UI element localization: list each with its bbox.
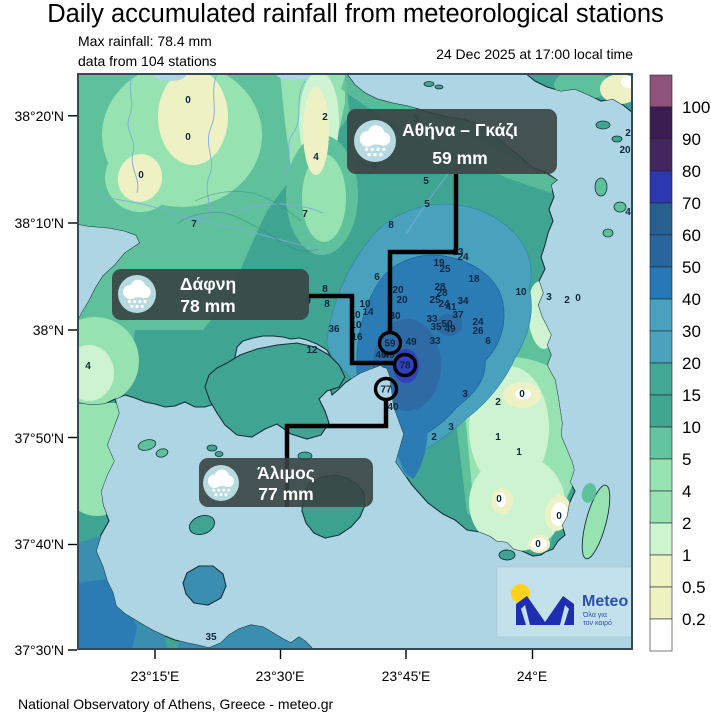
svg-text:1: 1 [516,447,522,458]
svg-text:70: 70 [682,194,701,213]
svg-text:7: 7 [191,219,197,230]
svg-text:Άλιμος: Άλιμος [257,463,315,483]
svg-text:0: 0 [519,389,525,400]
svg-text:25: 25 [429,295,441,306]
svg-text:26: 26 [472,326,484,337]
svg-text:4: 4 [625,207,631,218]
svg-text:15: 15 [682,386,701,405]
svg-text:4: 4 [313,152,319,163]
svg-text:46: 46 [375,350,387,361]
svg-text:5: 5 [424,199,430,210]
svg-text:33: 33 [429,336,441,347]
svg-text:Όλα για: Όλα για [582,612,607,619]
svg-text:34: 34 [457,296,469,307]
svg-text:0: 0 [185,95,191,106]
svg-text:0: 0 [185,132,191,143]
svg-text:2: 2 [625,128,631,139]
svg-text:33: 33 [426,314,438,325]
svg-text:20: 20 [682,354,701,373]
svg-text:77: 77 [380,385,392,396]
svg-text:10: 10 [682,418,701,437]
svg-text:0.5: 0.5 [682,578,706,597]
svg-text:37: 37 [452,310,464,321]
svg-text:3: 3 [448,422,454,433]
svg-text:7: 7 [302,209,308,220]
svg-text:8: 8 [324,299,330,310]
svg-text:24: 24 [457,252,469,263]
svg-text:2: 2 [322,112,328,123]
svg-text:28: 28 [436,288,448,299]
svg-text:10: 10 [515,287,527,298]
svg-text:0: 0 [535,539,541,550]
svg-text:10: 10 [350,320,362,331]
svg-text:0: 0 [138,170,144,181]
svg-text:20: 20 [392,285,404,296]
svg-text:16: 16 [351,332,363,343]
svg-text:5: 5 [423,176,429,187]
svg-text:2: 2 [431,432,437,443]
svg-text:78: 78 [399,361,411,372]
svg-text:40: 40 [682,290,701,309]
svg-text:12: 12 [306,345,318,356]
svg-text:18: 18 [468,274,480,285]
svg-text:2: 2 [682,514,691,533]
svg-text:Δάφνη: Δάφνη [180,274,236,294]
svg-text:8: 8 [322,284,328,295]
svg-text:1: 1 [682,546,691,565]
svg-text:14: 14 [362,307,374,318]
svg-text:59: 59 [384,339,396,350]
svg-text:30: 30 [389,311,401,322]
svg-text:78 mm: 78 mm [180,296,235,316]
svg-text:35: 35 [205,632,217,643]
svg-text:35: 35 [430,322,442,333]
svg-text:90: 90 [682,130,701,149]
svg-text:0: 0 [496,494,502,505]
svg-text:36: 36 [328,324,340,335]
svg-text:19: 19 [433,258,445,269]
svg-text:10: 10 [359,299,371,310]
svg-text:5: 5 [682,450,691,469]
svg-text:2: 2 [495,397,501,408]
svg-text:3: 3 [462,389,468,400]
svg-text:6: 6 [485,336,491,347]
svg-text:59 mm: 59 mm [432,148,487,168]
svg-text:8: 8 [388,220,394,231]
svg-text:30: 30 [682,322,701,341]
svg-text:20: 20 [619,145,631,156]
svg-text:20: 20 [396,295,408,306]
svg-text:80: 80 [682,162,701,181]
svg-text:25: 25 [439,264,451,275]
svg-text:50: 50 [441,319,453,330]
svg-text:24: 24 [438,299,450,310]
svg-text:6: 6 [374,272,380,283]
svg-text:28: 28 [434,282,446,293]
svg-text:0.2: 0.2 [682,610,706,629]
svg-text:1: 1 [495,432,501,443]
svg-text:0: 0 [556,511,562,522]
svg-text:60: 60 [682,226,701,245]
svg-text:3: 3 [546,292,552,303]
svg-text:50: 50 [682,258,701,277]
svg-text:77 mm: 77 mm [258,484,313,504]
svg-text:49: 49 [444,324,456,335]
svg-text:49: 49 [405,337,417,348]
svg-text:τον καιρό: τον καιρό [583,619,612,627]
svg-text:49: 49 [383,350,395,361]
svg-text:2: 2 [564,295,570,306]
svg-text:40: 40 [387,402,399,413]
svg-text:0: 0 [575,293,581,304]
svg-text:10: 10 [349,310,361,321]
svg-text:41: 41 [445,302,457,313]
svg-text:Αθήνα – Γκάζι: Αθήνα – Γκάζι [402,120,518,141]
svg-text:100: 100 [682,98,710,117]
svg-text:Meteo: Meteo [582,593,628,610]
svg-text:4: 4 [85,361,91,372]
svg-text:24: 24 [472,317,484,328]
svg-text:4: 4 [682,482,691,501]
